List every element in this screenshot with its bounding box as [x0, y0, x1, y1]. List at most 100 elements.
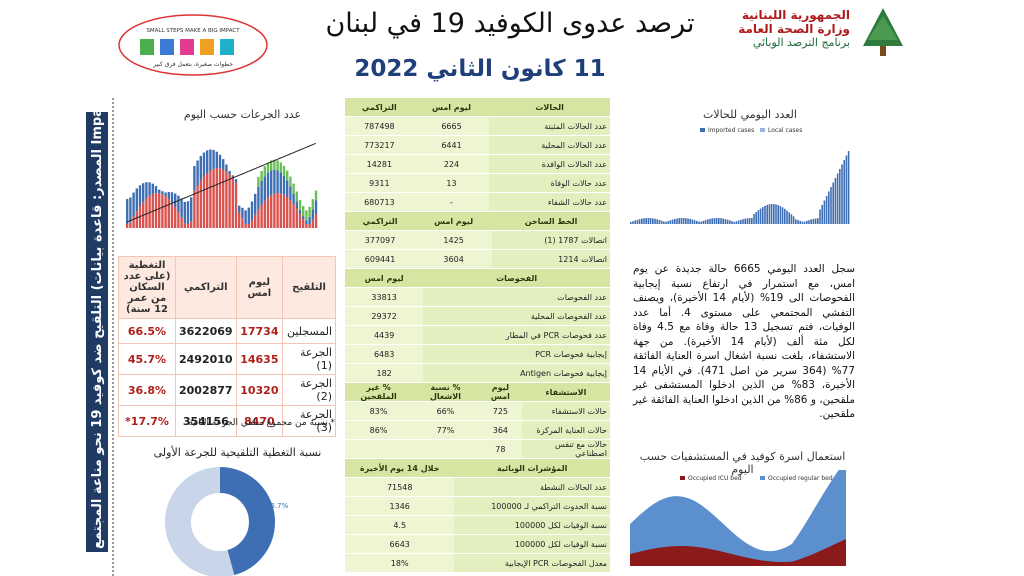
hospital-header-2: % نسبة الاشغال	[412, 383, 479, 402]
cedar-logo-icon	[863, 8, 903, 56]
doses-bar	[308, 206, 311, 217]
ministry-line2: وزارة الصحة العامة	[738, 22, 850, 36]
doses-bar	[193, 190, 196, 228]
doses-bar	[311, 209, 314, 220]
daily-cases-chart-title: العدد اليومي للحالات	[703, 108, 797, 121]
doses-bar	[298, 200, 302, 211]
daily-case-bar	[790, 214, 793, 224]
doses-bar	[244, 223, 247, 228]
vacc-row-cov: 66.5%	[118, 318, 176, 344]
vacc-row-cum: 2002877	[175, 374, 237, 406]
doses-bar	[126, 199, 129, 224]
daily-case-bar	[641, 218, 643, 224]
donut-title: نسبة التغطية التلقيحية للجرعة الأولى	[153, 446, 322, 459]
legend-local: Local cases	[768, 127, 802, 134]
badge-line2: خطوات صغيرة، بتعمل فرق كبير	[152, 61, 233, 68]
cell: 787498	[345, 116, 414, 136]
doses-bar	[135, 188, 138, 212]
daily-case-bar	[700, 221, 702, 224]
summary-paragraph: سجل العدد اليومي 6665 حالة جديدة عن يوم …	[633, 263, 855, 420]
table-row: اتصالات 1787 (1) 1425 377097	[345, 230, 610, 250]
daily-case-bar	[757, 210, 760, 224]
daily-case-bar	[711, 218, 713, 224]
daily-case-bar	[819, 209, 821, 224]
doses-bar	[231, 178, 234, 228]
doses-bar	[190, 221, 193, 228]
daily-case-bar	[766, 204, 768, 224]
table-row: نسبة الوفيات لكل 100000 6643	[345, 534, 610, 554]
cases-table: الحالات ليوم امس التراكمي عدد الحالات المث…	[345, 98, 610, 212]
daily-case-bar	[647, 218, 650, 224]
table-row: إيجابية فحوصات PCR 6483	[345, 344, 610, 364]
cell: 6643	[345, 534, 455, 554]
daily-case-bar	[634, 220, 636, 224]
table-row: نسبة الحدوث التراكمي لـ 100000 1346	[345, 496, 610, 516]
doses-bar	[180, 217, 183, 228]
cell: اتصالات 1787 (1)	[492, 230, 610, 250]
table-row: عدد الحالات المحلية 6441 773217	[345, 135, 610, 155]
doses-bar	[231, 175, 234, 179]
doses-bar	[142, 183, 145, 203]
cell: حالات العناية المركزة	[521, 420, 610, 440]
doses-bar	[295, 208, 298, 228]
doses-bar	[222, 169, 225, 228]
doses-bar	[308, 216, 311, 224]
vacc-row-cum: 2492010	[175, 343, 237, 375]
vaccination-panel	[112, 98, 340, 576]
doses-bar	[263, 176, 266, 201]
cell: 33813	[345, 287, 424, 307]
doses-bar	[126, 224, 129, 228]
daily-case-bar	[746, 218, 749, 224]
doses-bar	[186, 224, 190, 228]
daily-case-bar	[744, 218, 746, 224]
doses-bar	[305, 210, 308, 221]
beds-chart-title: استعمال اسرة كوفيد في المستشفيات حسب الي…	[639, 450, 846, 476]
doses-bar	[199, 180, 202, 228]
doses-bar	[129, 222, 132, 228]
daily-case-bar	[693, 220, 696, 224]
legend-icu-swatch	[680, 476, 685, 480]
vacc-row-cov: 45.7%	[118, 343, 176, 375]
doses-bar	[311, 219, 314, 228]
doses-bar	[148, 195, 151, 228]
daily-case-bar	[733, 221, 735, 224]
hotline-header-0: الخط الساخن	[492, 212, 610, 231]
donut-value-label: 45.7%	[266, 502, 289, 510]
doses-bar	[257, 186, 260, 210]
doses-bar	[183, 202, 186, 224]
cell: 6665	[413, 116, 490, 136]
doses-bar	[279, 172, 282, 194]
doses-cumulative-line	[126, 142, 316, 223]
doses-bar	[145, 182, 148, 199]
daily-case-bar	[707, 219, 709, 224]
doses-bar	[180, 198, 183, 218]
doses-bar	[308, 224, 311, 228]
daily-case-bar	[751, 218, 753, 224]
doses-bar	[250, 201, 254, 221]
daily-case-bar	[781, 207, 784, 224]
cell: 725	[478, 401, 522, 421]
doses-bar	[215, 151, 218, 169]
daily-case-bar	[713, 218, 716, 224]
cell: 86%	[345, 420, 413, 440]
vacc-row-cum: 354156	[175, 405, 237, 437]
cases-header-1: ليوم امس	[413, 98, 490, 117]
doses-bar	[234, 179, 238, 183]
cell: عدد الحالات الوافدة	[489, 154, 610, 174]
doses-bar	[225, 171, 228, 228]
daily-case-bar	[630, 222, 632, 224]
doses-bar	[276, 193, 279, 228]
beds-chart: Occupied ICU bed Occupied regular bed	[630, 470, 846, 566]
daily-case-bar	[836, 173, 839, 224]
daily-case-bar	[731, 221, 733, 224]
table-row: عدد الفحوصات 33813	[345, 287, 610, 307]
doses-bar	[209, 149, 212, 171]
donut-covered-arc	[165, 467, 275, 576]
doses-bar	[305, 220, 308, 224]
doses-bar	[247, 224, 250, 228]
cell: حالات الاستشفاء	[521, 401, 610, 421]
vaccination-note: * نسبة من مجموع متلقي الجرعة الثانية	[188, 418, 335, 428]
doses-bar	[154, 186, 158, 194]
doses-bar	[279, 193, 282, 228]
doses-bar	[289, 200, 292, 228]
